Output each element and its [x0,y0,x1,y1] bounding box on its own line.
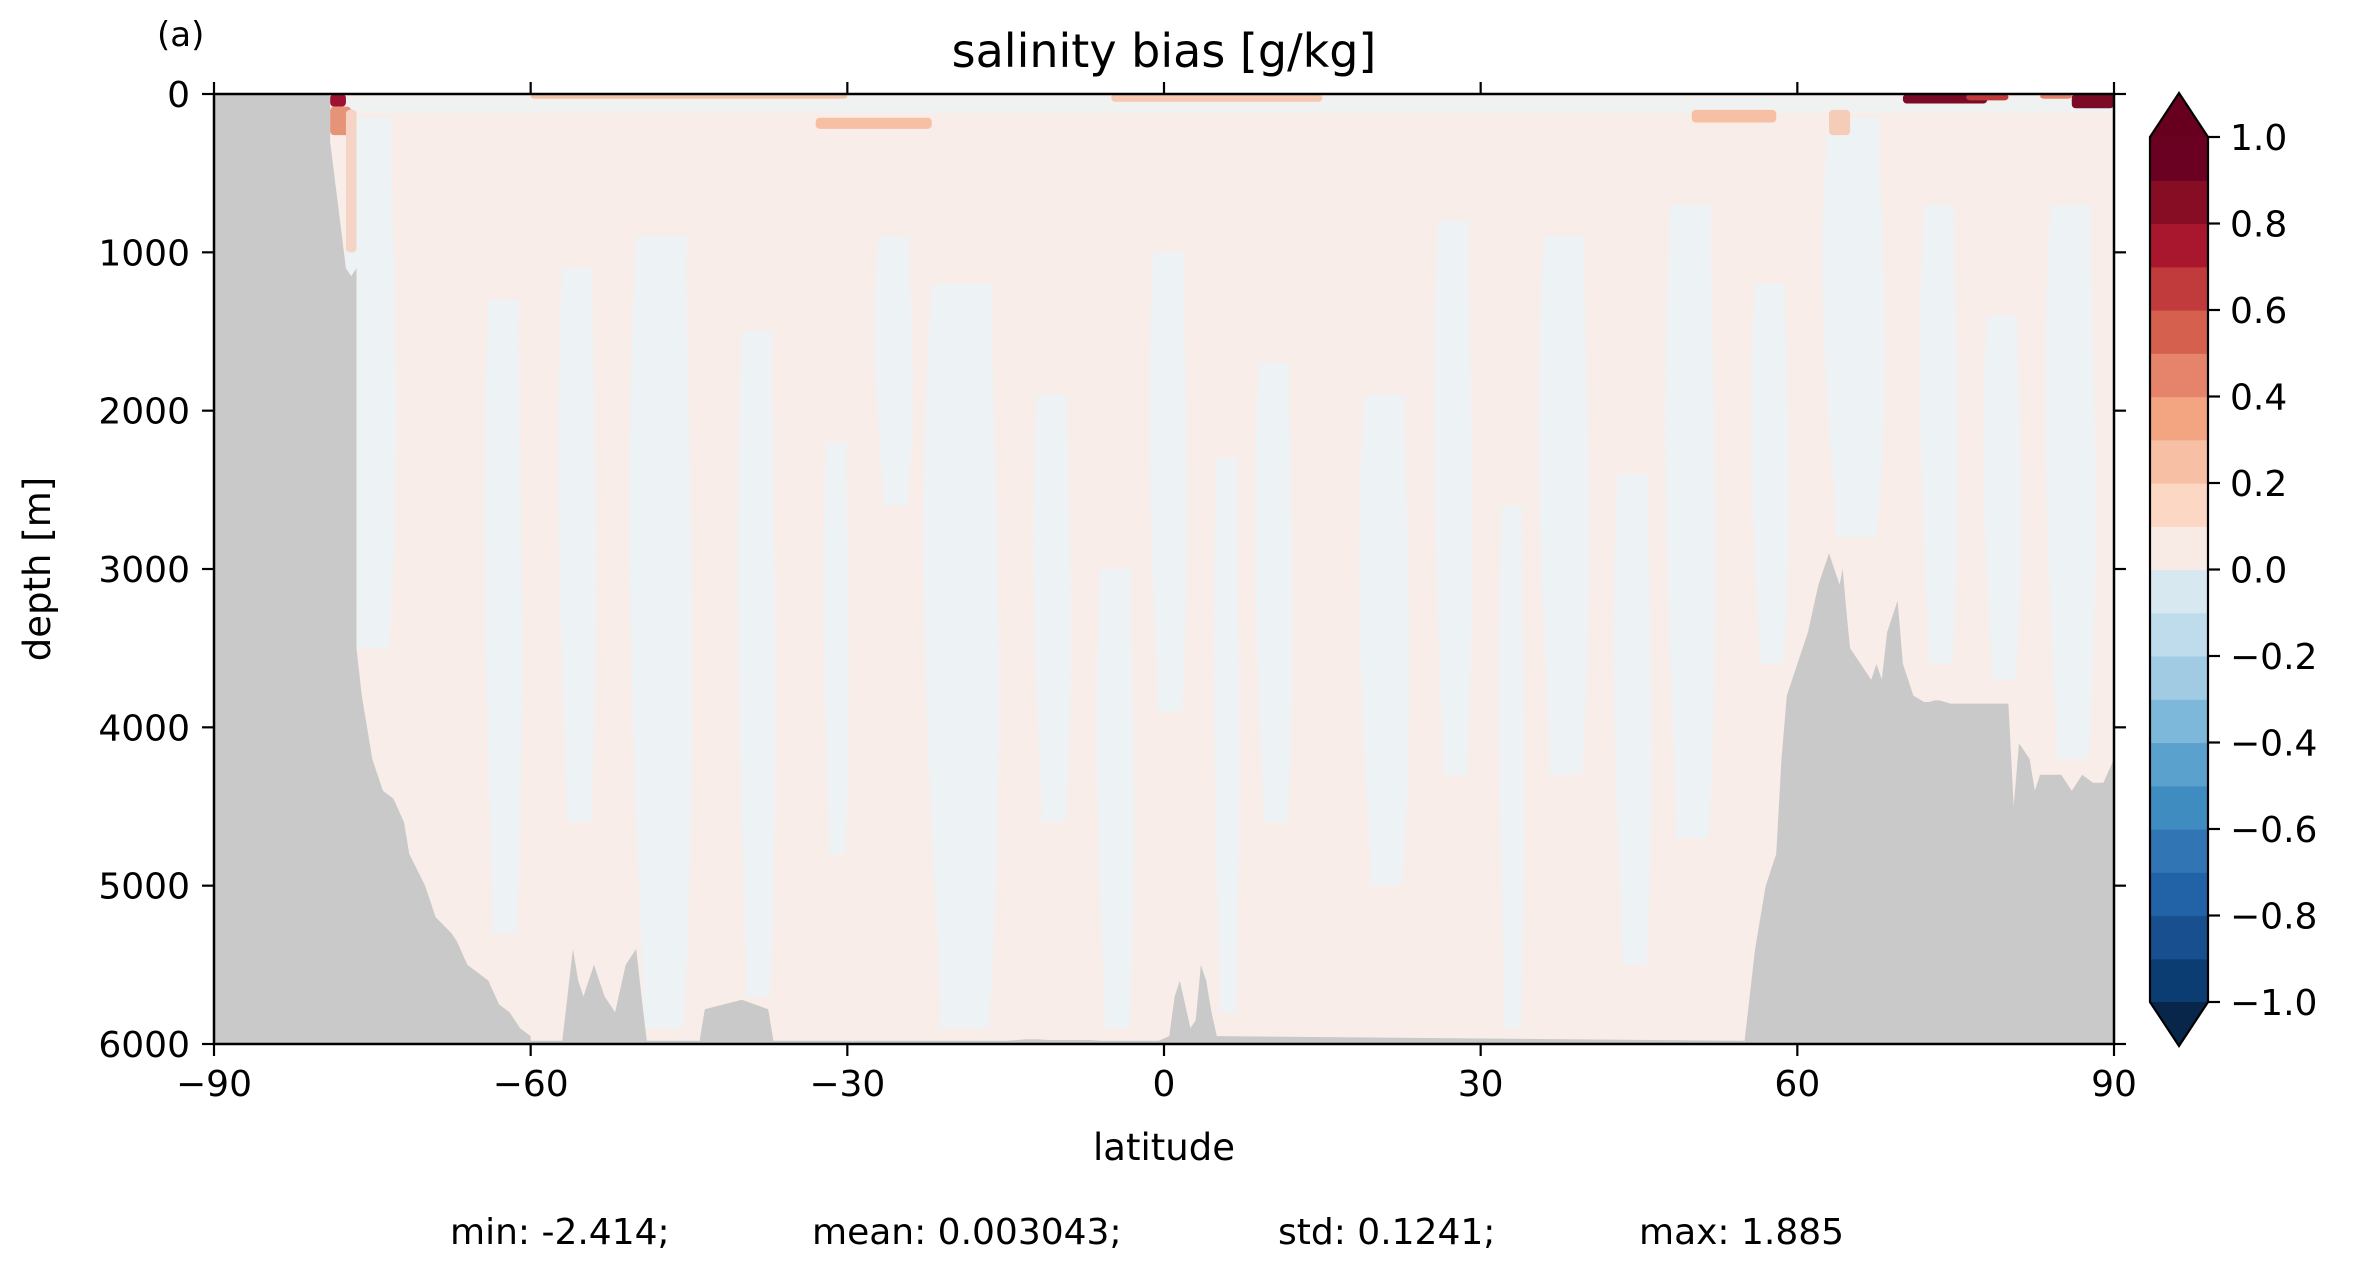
surface-bias-feature [330,94,346,107]
colorbar-segment [2150,353,2208,398]
colorbar-tick-label: 0.8 [2230,205,2287,246]
colorbar-segment [2150,483,2208,527]
colorbar-segment [2150,310,2208,354]
panel-label: (a) [157,15,204,55]
negative-bias-streak [923,284,999,1029]
x-tick-label: 30 [1458,1064,1504,1105]
y-tick-label: 2000 [98,392,190,433]
colorbar-tick-label: 0.4 [2230,378,2287,419]
surface-bias-feature [1691,109,1777,123]
colorbar-tick-label: 0.0 [2230,551,2287,592]
colorbar-segment [2150,396,2208,441]
surface-bias-feature [1966,94,2009,101]
colorbar-segment [2150,526,2208,571]
negative-bias-streak [2045,204,2096,760]
negative-bias-streak [875,236,913,506]
colorbar-segment [2150,569,2208,614]
negative-bias-streak [558,268,596,823]
x-axis: −90 −60 −30 0 30 60 90 [176,82,2137,1105]
negative-bias-streak [484,299,523,934]
surface-bias-feature [1829,109,1851,136]
negative-bias-streak [1214,458,1240,1013]
negative-bias-streak [1255,363,1293,823]
negative-bias-streak [1149,252,1188,712]
colorbar-segment [2150,742,2208,787]
negative-bias-streak [823,442,849,854]
x-tick-label: −90 [176,1064,252,1105]
colorbar-segment [2150,223,2208,268]
colorbar-segment [2150,958,2208,1003]
x-tick-label: 0 [1153,1064,1176,1105]
colorbar-tick-label: −0.8 [2230,897,2317,938]
colorbar-segment [2150,656,2208,700]
negative-bias-streak [1538,236,1589,775]
x-tick-label: 90 [2091,1064,2137,1105]
negative-bias-streak [1613,474,1652,965]
colorbar-tick-label: 1.0 [2230,118,2287,159]
negative-bias-streak [1359,394,1410,886]
colorbar: 1.0 0.8 0.6 0.4 0.2 0.0 −0.2 −0.4 −0.6 −0.8 −1.0 [2148,91,2317,1048]
colorbar-tick-label: −1.0 [2230,983,2317,1024]
colorbar-tick-label: −0.6 [2230,810,2317,851]
stat-std: std: 0.1241; [1278,1212,1495,1253]
negative-bias-streak [1983,315,2021,680]
negative-bias-streak [1096,569,1135,1029]
colorbar-tick-label: 0.6 [2230,291,2287,332]
y-tick-label: 0 [167,75,190,116]
y-axis: 0 1000 2000 3000 4000 5000 6000 [98,75,2126,1066]
surface-bias-features [330,94,2114,253]
surface-bias-feature [1111,94,1323,102]
negative-bias-streak [1751,284,1789,664]
colorbar-extend-over [2150,93,2208,137]
land-mask-north [1744,553,2114,1044]
negative-bias-streak [1033,394,1071,823]
near-surface-negative-layer [340,97,2114,113]
negative-bias-streak [1920,204,1958,665]
colorbar-segment [2150,439,2208,484]
colorbar-tick-label: 0.2 [2230,464,2287,505]
colorbar-segment [2150,699,2208,744]
negative-bias-streak [345,117,396,649]
x-tick-label: −30 [809,1064,885,1105]
stat-mean: mean: 0.003043; [812,1212,1122,1253]
colorbar-segment [2150,872,2208,917]
chart-title: salinity bias [g/kg] [952,24,1377,78]
negative-bias-streak [1822,117,1885,538]
negative-bias-streak [1499,505,1525,1029]
x-axis-label: latitude [1093,1126,1235,1169]
colorbar-segment [2150,829,2208,873]
plot-area [214,94,2114,1044]
colorbar-extend-under [2150,1002,2208,1046]
stat-max: max: 1.885 [1639,1212,1844,1253]
negative-bias-streak [629,236,693,1029]
negative-bias-streak [737,331,776,997]
colorbar-segment [2150,785,2208,830]
y-tick-label: 5000 [98,867,190,908]
y-tick-label: 1000 [98,233,190,274]
stat-min: min: -2.414; [450,1212,670,1253]
surface-bias-feature [2071,94,2114,109]
surface-bias-feature [1902,94,1988,104]
colorbar-tick-label: −0.2 [2230,637,2317,678]
x-tick-label: −60 [493,1064,569,1105]
colorbar-segment [2150,266,2208,311]
colorbar-segment [2150,612,2208,657]
negative-bias-streak [1665,204,1716,839]
surface-bias-feature [345,109,357,253]
colorbar-segment [2150,137,2208,181]
colorbar-segment [2150,915,2208,960]
negative-bias-regions [340,97,2114,1029]
colorbar-tick-label: −0.4 [2230,724,2317,765]
y-tick-label: 4000 [98,708,190,749]
land-mask-south [214,94,1745,1044]
y-axis-label: depth [m] [16,477,59,661]
colorbar-segment [2150,180,2208,225]
x-tick-label: 60 [1774,1064,1820,1105]
y-tick-label: 6000 [98,1025,190,1066]
y-tick-label: 3000 [98,550,190,591]
negative-bias-streak [1434,220,1473,775]
surface-bias-feature [815,117,932,129]
